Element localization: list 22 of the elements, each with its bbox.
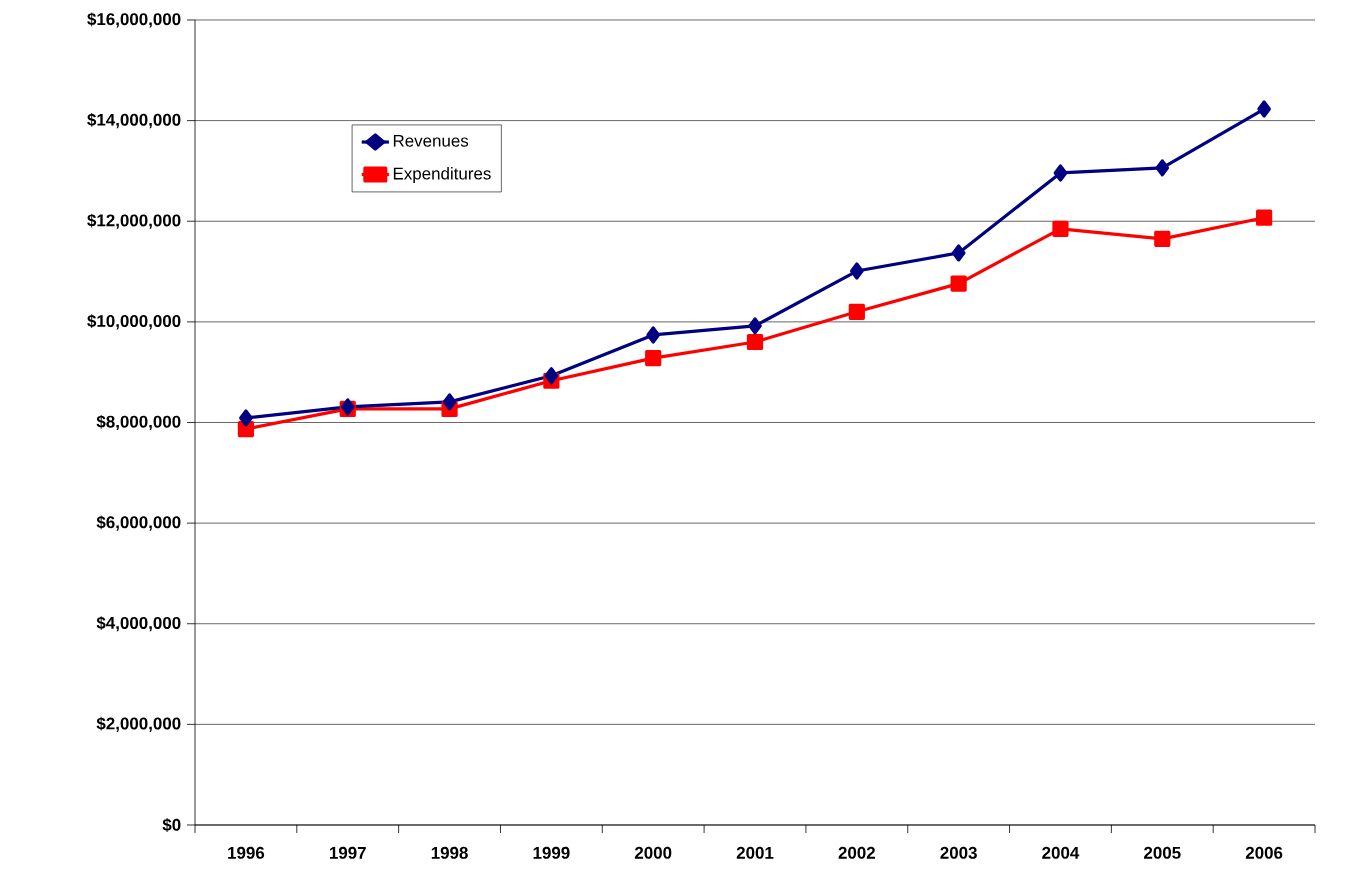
y-tick-label: $4,000,000 <box>96 616 181 632</box>
y-tick-label: $8,000,000 <box>96 414 181 431</box>
x-tick-label: 2000 <box>634 846 672 859</box>
y-tick-label: $6,000,000 <box>96 515 181 531</box>
legend-label: Expenditures <box>393 167 491 183</box>
x-tick-label: 1997 <box>329 846 366 859</box>
y-tick-label: $12,000,000 <box>87 213 181 229</box>
y-tick-label: $10,000,000 <box>87 314 181 330</box>
y-tick-label: $16,000,000 <box>87 12 181 28</box>
x-tick-label: 2003 <box>940 846 977 859</box>
x-tick-label: 2001 <box>736 846 774 859</box>
y-tick-label: $14,000,000 <box>87 113 181 129</box>
x-tick-label: 1999 <box>533 846 570 859</box>
y-tick-label: $0 <box>162 818 181 832</box>
y-tick-label: $2,000,000 <box>96 716 181 732</box>
x-tick-label: 1996 <box>228 846 265 859</box>
legend-label: Revenues <box>393 134 469 147</box>
x-tick-label: 2004 <box>1042 846 1080 859</box>
x-tick-label: 1998 <box>431 846 468 859</box>
x-tick-label: 2006 <box>1245 846 1283 859</box>
x-tick-label: 2005 <box>1144 846 1181 859</box>
x-tick-label: 2002 <box>838 846 875 859</box>
